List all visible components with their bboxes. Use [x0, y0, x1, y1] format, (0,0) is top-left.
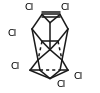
Text: Cl: Cl: [56, 80, 66, 89]
Text: Cl: Cl: [24, 3, 34, 12]
Text: Cl: Cl: [60, 3, 70, 12]
Text: Cl: Cl: [73, 72, 83, 81]
Text: Cl: Cl: [7, 29, 17, 38]
Text: Cl: Cl: [10, 62, 20, 71]
